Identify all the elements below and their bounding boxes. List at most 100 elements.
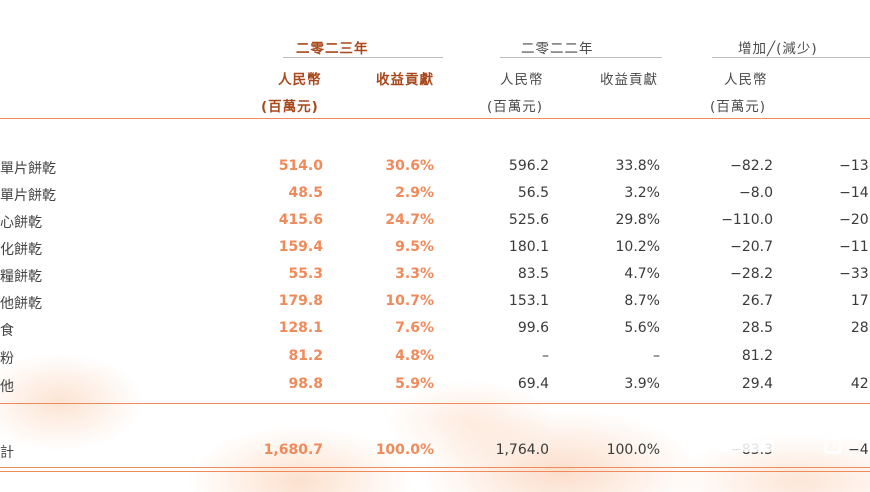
header-underline-2023 [283, 57, 443, 58]
table-row: 他 98.8 5.9% 69.4 3.9% 29.4 42.4 [0, 376, 870, 402]
change-value: −28.2 [730, 266, 773, 282]
row-category: 糧餅乾 [0, 269, 42, 285]
row-category: 食 [0, 323, 14, 339]
share-2022: 4.7% [624, 266, 660, 282]
value-2022: – [542, 348, 549, 364]
share-2023: 4.8% [395, 348, 434, 364]
value-2022: 596.2 [508, 158, 549, 174]
table-row: 單片餅乾 514.0 30.6% 596.2 33.8% −82.2 −13.8 [0, 158, 870, 184]
table-row: 心餅乾 415.6 24.7% 525.6 29.8% −110.0 −20.9 [0, 212, 870, 238]
change-percent: −11.5 [839, 239, 870, 255]
share-2022: 5.6% [624, 320, 660, 336]
share-2022: 29.8% [615, 212, 660, 228]
table-row: 糧餅乾 55.3 3.3% 83.5 4.7% −28.2 −33.8 [0, 266, 870, 292]
header-change: 增加╱(減少) [738, 41, 818, 57]
row-category: 計 [0, 445, 14, 461]
share-2023: 24.7% [385, 212, 434, 228]
share-2022: 3.9% [624, 376, 660, 392]
change-percent: −4.7 [848, 442, 870, 458]
value-2022: 56.5 [517, 185, 549, 201]
share-2023: 7.6% [395, 320, 434, 336]
value-2022: 83.5 [517, 266, 549, 282]
value-2022: 153.1 [508, 293, 549, 309]
change-value: −8.0 [739, 185, 773, 201]
watermark-play-icon [824, 436, 842, 454]
value-2023: 159.4 [278, 239, 323, 255]
header-underline-2022 [500, 57, 662, 58]
share-2022: 33.8% [615, 158, 660, 174]
value-2023: 514.0 [278, 158, 323, 174]
header-year-2023: 二零二三年 [296, 41, 369, 57]
change-value: 26.7 [741, 293, 773, 309]
value-2023: 81.2 [288, 348, 323, 364]
share-2023: 5.9% [395, 376, 434, 392]
share-2022: 10.2% [615, 239, 660, 255]
header-unit-2022: (百萬元) [487, 99, 544, 115]
change-value: −82.2 [730, 158, 773, 174]
row-category: 他餅乾 [0, 296, 42, 312]
table-row: 粉 81.2 4.8% – – 81.2 [0, 348, 870, 374]
share-2023: 2.9% [395, 185, 434, 201]
value-2023: 179.8 [278, 293, 323, 309]
value-2023: 55.3 [288, 266, 323, 282]
table-row: 單片餅乾 48.5 2.9% 56.5 3.2% −8.0 −14.2 [0, 185, 870, 211]
header-rmb-2023: 人民幣 [278, 72, 322, 88]
change-percent: −33.8 [839, 266, 870, 282]
share-2022: 100.0% [606, 442, 660, 458]
share-2023: 10.7% [385, 293, 434, 309]
row-category: 粉 [0, 351, 14, 367]
value-2023: 1,680.7 [263, 442, 323, 458]
change-percent: 28.6 [850, 320, 870, 336]
change-value: 28.5 [741, 320, 773, 336]
value-2023: 48.5 [288, 185, 323, 201]
share-2023: 100.0% [375, 442, 434, 458]
header-unit-2023: (百萬元) [261, 99, 319, 115]
value-2023: 128.1 [278, 320, 323, 336]
change-value: 81.2 [741, 348, 773, 364]
header-share-2022: 收益貢獻 [600, 72, 658, 88]
header-year-2022: 二零二二年 [521, 41, 594, 57]
change-percent: −20.9 [839, 212, 870, 228]
change-percent: −14.2 [839, 185, 870, 201]
value-2022: 180.1 [508, 239, 549, 255]
subtotal-divider [0, 403, 870, 404]
header-share-2023: 收益貢獻 [376, 72, 434, 88]
table-row: 他餅乾 179.8 10.7% 153.1 8.7% 26.7 17.4 [0, 293, 870, 319]
value-2023: 415.6 [278, 212, 323, 228]
watermark-logo: NC [683, 434, 712, 456]
share-2023: 3.3% [395, 266, 434, 282]
total-divider-top [0, 467, 870, 468]
total-row: 計 1,680.7 100.0% 1,764.0 100.0% −83.3 −4… [0, 442, 870, 468]
watermark-text-block [718, 440, 774, 452]
change-value: −110.0 [721, 212, 773, 228]
share-2023: 9.5% [395, 239, 434, 255]
share-2023: 30.6% [385, 158, 434, 174]
change-value: 29.4 [741, 376, 773, 392]
value-2023: 98.8 [288, 376, 323, 392]
value-2022: 525.6 [508, 212, 549, 228]
table-row: 化餅乾 159.4 9.5% 180.1 10.2% −20.7 −11.5 [0, 239, 870, 265]
row-category: 化餅乾 [0, 242, 42, 258]
header-unit-change: (百萬元) [710, 99, 767, 115]
header-rmb-change: 人民幣 [724, 72, 768, 88]
change-percent: −13.8 [839, 158, 870, 174]
share-2022: 8.7% [624, 293, 660, 309]
change-value: −20.7 [730, 239, 773, 255]
row-category: 單片餅乾 [0, 188, 56, 204]
change-percent: 42.4 [850, 376, 870, 392]
header-rmb-2022: 人民幣 [500, 72, 544, 88]
decorative-background [0, 282, 870, 492]
row-category: 心餅乾 [0, 215, 42, 231]
row-category: 單片餅乾 [0, 161, 56, 177]
change-percent: 17.4 [850, 293, 870, 309]
value-2022: 69.4 [517, 376, 549, 392]
header-underline-change [712, 57, 870, 58]
header-divider [0, 118, 870, 119]
share-2022: – [653, 348, 660, 364]
value-2022: 1,764.0 [495, 442, 549, 458]
total-divider-bottom [0, 471, 870, 472]
value-2022: 99.6 [517, 320, 549, 336]
share-2022: 3.2% [624, 185, 660, 201]
row-category: 他 [0, 379, 14, 395]
